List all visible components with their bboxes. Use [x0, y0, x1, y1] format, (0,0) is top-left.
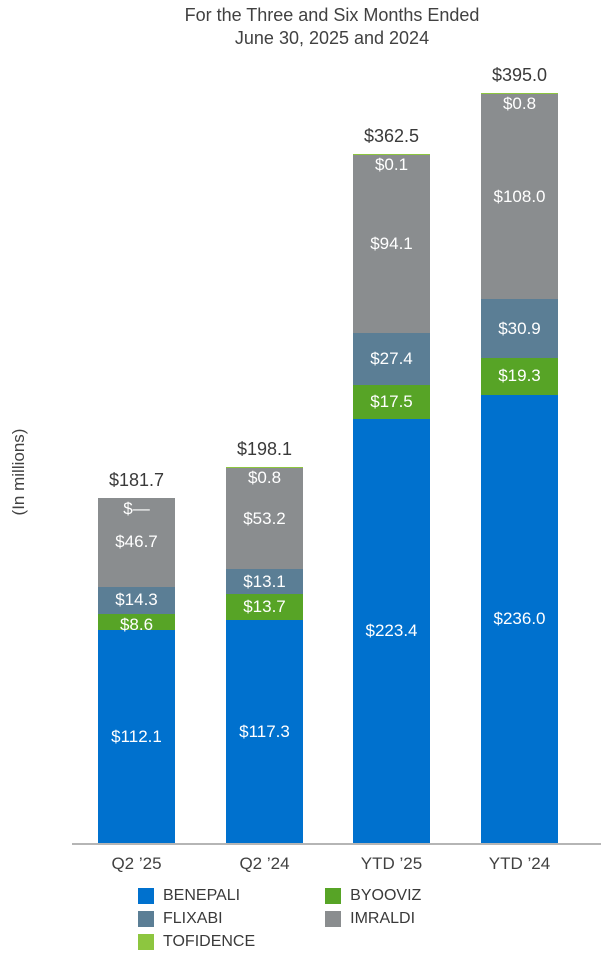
segment-label-benepali: $223.4 [365, 620, 418, 640]
segment-label-imraldi: $46.7 [115, 532, 158, 552]
legend-column-2: BYOOVIZ IMRALDI [325, 884, 421, 930]
segment-label-benepali: $236.0 [493, 608, 546, 628]
bar-segment-flixabi [98, 586, 175, 614]
segment-label-tofidence: $0.1 [374, 155, 409, 175]
segment-label-byooviz: $17.5 [370, 391, 413, 411]
segment-label-imraldi: $53.2 [243, 508, 286, 528]
segment-label-imraldi: $108.0 [493, 186, 546, 206]
segment-label-tofidence: $0.8 [247, 467, 282, 487]
segment-label-flixabi: $14.3 [115, 590, 158, 610]
chart-title: For the Three and Six Months Ended June … [60, 4, 604, 50]
segment-label-byooviz: $8.6 [119, 614, 154, 634]
bar-segment-flixabi [481, 299, 558, 358]
legend: BENEPALI FLIXABI TOFIDENCE BYOOVIZ IMRALDI [138, 884, 421, 953]
legend-label-byooviz: BYOOVIZ [350, 886, 422, 904]
segment-label-byooviz: $19.3 [498, 366, 541, 386]
bar-segment-byooviz [226, 594, 303, 621]
legend-column-1: BENEPALI FLIXABI TOFIDENCE [138, 884, 255, 953]
bar-segment-byooviz [353, 385, 430, 419]
legend-label-benepali: BENEPALI [163, 886, 241, 904]
bar-segment-tofidence [481, 92, 558, 95]
bar-segment-benepali [353, 418, 430, 843]
legend-item-flixabi: FLIXABI [138, 907, 255, 930]
total-label-ytd-24: $395.0 [491, 64, 548, 85]
segment-label-byooviz: $13.7 [243, 597, 286, 617]
bar-q2-25: $— $46.7 $14.3 $8.6 $112.1 [98, 497, 175, 843]
legend-swatch-flixabi [138, 910, 154, 927]
legend-item-imraldi: IMRALDI [325, 907, 421, 930]
segment-label-flixabi: $27.4 [370, 349, 413, 369]
bar-segment-imraldi [481, 94, 558, 300]
legend-item-tofidence: TOFIDENCE [138, 930, 255, 953]
legend-label-imraldi: IMRALDI [350, 909, 416, 927]
x-label-ytd-24: YTD ’24 [488, 854, 551, 873]
bar-q2-24: $0.8 $53.2 $13.1 $13.7 $117.3 [226, 466, 303, 843]
segment-label-imraldi: $94.1 [370, 233, 413, 253]
chart-title-line1: For the Three and Six Months Ended [184, 5, 480, 25]
bar-segment-benepali [481, 394, 558, 843]
bar-segment-flixabi [353, 333, 430, 386]
segment-label-tofidence: $— [123, 498, 150, 518]
segment-label-tofidence: $0.8 [502, 93, 537, 113]
legend-swatch-tofidence [138, 933, 154, 950]
bar-segment-imraldi [353, 154, 430, 334]
total-label-q2-25: $181.7 [108, 469, 165, 490]
chart-title-line2: June 30, 2025 and 2024 [234, 28, 430, 48]
segment-label-flixabi: $13.1 [243, 571, 286, 591]
segment-label-benepali: $112.1 [111, 726, 162, 746]
legend-swatch-imraldi [325, 910, 342, 927]
legend-item-byooviz: BYOOVIZ [325, 884, 421, 907]
legend-label-tofidence: TOFIDENCE [163, 932, 256, 950]
legend-label-flixabi: FLIXABI [163, 909, 223, 927]
x-axis-line [72, 843, 601, 845]
bar-ytd-24: $0.8 $108.0 $30.9 $19.3 $236.0 [481, 92, 558, 844]
legend-swatch-benepali [138, 887, 154, 904]
bar-segment-imraldi [98, 497, 175, 587]
bar-segment-tofidence [226, 466, 303, 469]
bar-segment-byooviz [98, 613, 175, 630]
x-label-q2-25: Q2 ’25 [111, 854, 162, 873]
bar-segment-imraldi [226, 468, 303, 570]
x-label-ytd-25: YTD ’25 [360, 854, 423, 873]
legend-swatch-byooviz [325, 887, 342, 904]
bar-ytd-25: $0.1 $94.1 $27.4 $17.5 $223.4 [353, 154, 430, 843]
plot-area: $— $46.7 $14.3 $8.6 $112.1 $181.7 $0.8 $53.2 $13… [0, 55, 614, 843]
segment-label-flixabi: $30.9 [498, 318, 541, 338]
total-label-q2-24: $198.1 [236, 438, 293, 459]
x-label-q2-24: Q2 ’24 [239, 854, 290, 873]
total-label-ytd-25: $362.5 [363, 126, 420, 147]
bar-segment-benepali [226, 620, 303, 843]
bar-segment-byooviz [481, 357, 558, 395]
x-axis-labels: Q2 ’25 Q2 ’24 YTD ’25 YTD ’24 [0, 852, 614, 876]
bar-segment-flixabi [226, 569, 303, 595]
segment-label-benepali: $117.3 [239, 721, 290, 741]
bar-segment-benepali [98, 630, 175, 843]
legend-item-benepali: BENEPALI [138, 884, 255, 907]
